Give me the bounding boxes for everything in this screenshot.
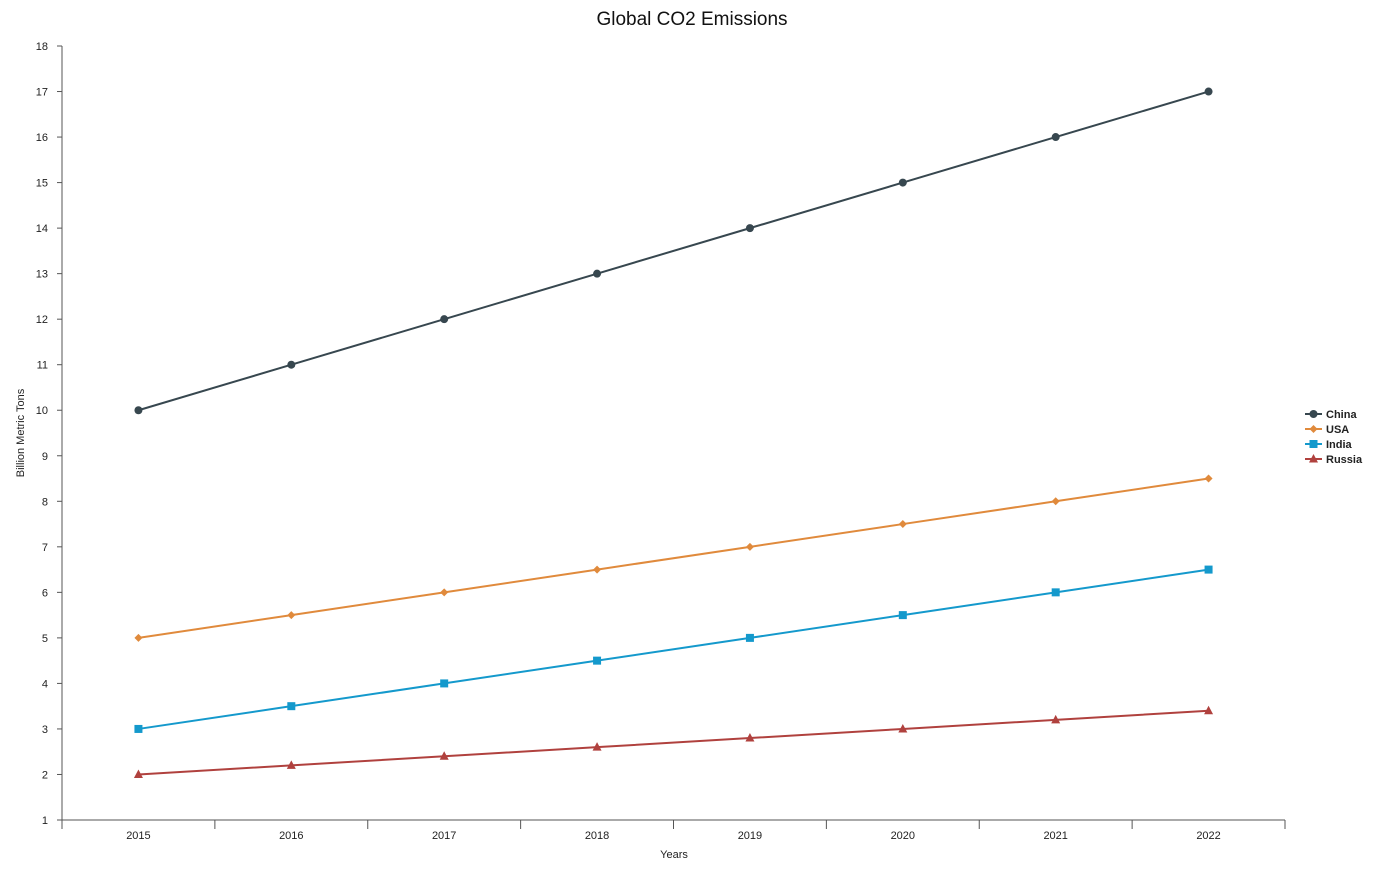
x-tick-label: 2018: [585, 830, 609, 842]
legend-marker-india: [1309, 440, 1318, 448]
data-point-russia: [286, 760, 296, 769]
series-line-russia: [138, 709, 1209, 776]
data-point-russia: [592, 742, 602, 751]
series-russia: [133, 705, 1214, 778]
data-point-russia: [1204, 705, 1214, 715]
y-tick-label: 8: [42, 496, 48, 508]
x-tick-label: 2021: [1043, 830, 1067, 842]
y-tick-label: 10: [36, 405, 48, 417]
x-tick-label: 2022: [1196, 830, 1220, 842]
y-tick-label: 14: [36, 223, 48, 235]
data-point-india: [134, 724, 143, 733]
series-line-usa: [138, 477, 1209, 639]
data-point-russia: [133, 769, 143, 778]
legend-marker-usa: [1309, 425, 1318, 433]
legend-item-russia: Russia: [1305, 454, 1363, 466]
y-tick-label: 6: [42, 587, 48, 599]
y-tick-label: 2: [42, 769, 48, 781]
legend-label: China: [1326, 409, 1357, 421]
series-line-india: [138, 568, 1209, 730]
data-point-usa: [1204, 474, 1213, 483]
y-tick-label: 13: [36, 269, 48, 281]
data-point-india: [1051, 588, 1060, 597]
data-point-china: [745, 224, 754, 233]
data-point-china: [593, 269, 602, 278]
x-tick-label: 2019: [738, 830, 762, 842]
data-point-india: [1204, 565, 1213, 574]
legend-item-china: China: [1305, 409, 1357, 421]
legend-marker-russia: [1309, 454, 1318, 463]
x-tick-label: 2017: [432, 830, 456, 842]
x-tick-label: 2016: [279, 830, 303, 842]
series-china: [134, 87, 1213, 415]
legend-item-usa: USA: [1305, 424, 1349, 436]
x-tick-label: 2020: [891, 830, 915, 842]
data-point-china: [134, 406, 143, 415]
x-tick-label: 2015: [126, 830, 150, 842]
y-tick-label: 15: [36, 178, 48, 190]
data-point-china: [898, 178, 907, 187]
series-india: [134, 565, 1213, 733]
data-point-china: [1204, 87, 1213, 96]
y-tick-label: 18: [36, 41, 48, 53]
series-usa: [134, 474, 1213, 642]
series-line-china: [138, 90, 1209, 412]
legend-label: India: [1326, 439, 1353, 451]
data-point-india: [440, 679, 449, 688]
y-tick-label: 3: [42, 724, 48, 736]
plot-area: [133, 87, 1214, 778]
y-tick-label: 9: [42, 451, 48, 463]
data-point-usa: [898, 520, 907, 529]
data-point-russia: [898, 723, 908, 733]
legend-marker-china: [1309, 410, 1318, 418]
x-axis: 2015 2016 2017 2018 2019 2020 2021 2022: [61, 819, 1286, 842]
data-point-india: [745, 633, 754, 642]
data-point-india: [593, 656, 602, 665]
data-point-china: [1051, 133, 1060, 142]
data-point-usa: [440, 588, 449, 597]
legend-label: USA: [1326, 424, 1349, 436]
x-axis-title: Years: [660, 849, 688, 861]
data-point-russia: [745, 733, 755, 742]
legend: China USA India Russia: [1305, 409, 1363, 466]
y-tick-label: 12: [36, 314, 48, 326]
y-tick-label: 4: [42, 678, 48, 690]
data-point-india: [898, 611, 907, 620]
y-tick-label: 16: [36, 132, 48, 144]
y-tick-label: 7: [42, 542, 48, 554]
data-point-russia: [439, 751, 449, 760]
data-point-russia: [1051, 714, 1061, 724]
y-tick-label: 1: [42, 815, 48, 827]
data-point-usa: [134, 633, 143, 642]
data-point-china: [287, 360, 296, 369]
data-point-usa: [1051, 497, 1060, 506]
y-tick-label: 17: [36, 87, 48, 99]
data-point-india: [287, 702, 296, 711]
y-tick-label: 11: [37, 360, 48, 372]
y-axis-title: Billion Metric Tons: [15, 388, 27, 477]
data-point-usa: [287, 611, 296, 620]
legend-label: Russia: [1326, 454, 1363, 466]
legend-item-india: India: [1305, 439, 1353, 451]
data-point-usa: [745, 542, 754, 551]
data-point-china: [440, 315, 449, 324]
y-tick-label: 5: [42, 633, 48, 645]
data-point-usa: [593, 565, 602, 574]
chart-title: Global CO2 Emissions: [596, 9, 787, 30]
